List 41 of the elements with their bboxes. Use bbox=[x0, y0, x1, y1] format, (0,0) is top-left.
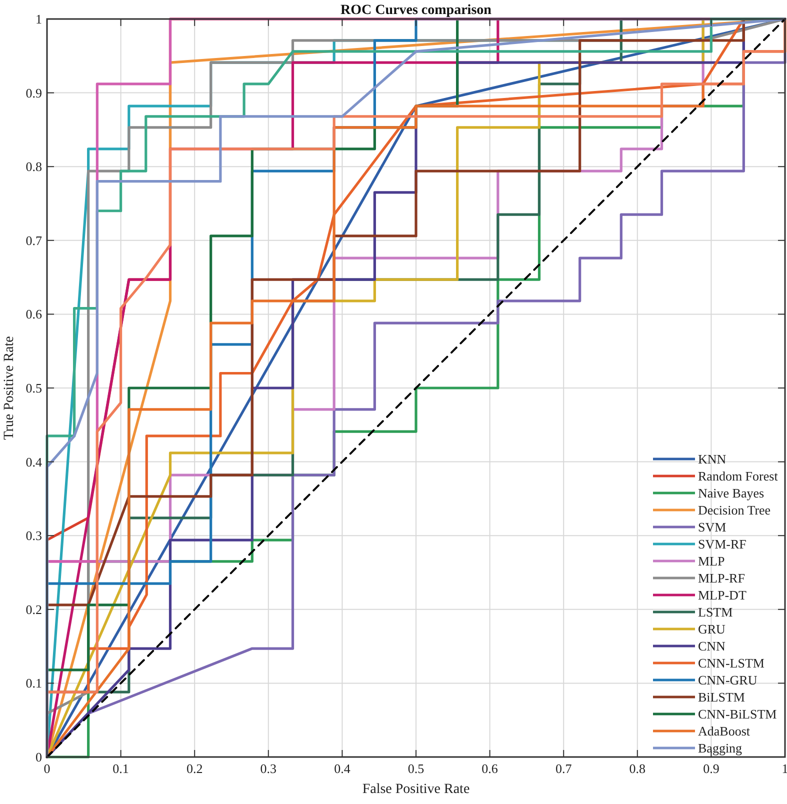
y-tick-label: 0.7 bbox=[26, 232, 42, 248]
y-tick-label: 0.9 bbox=[26, 85, 42, 100]
legend-label: Bagging bbox=[698, 740, 743, 756]
legend-label: LSTM bbox=[698, 604, 734, 620]
y-tick-label: 0.4 bbox=[26, 454, 42, 470]
x-tick-label: 0.2 bbox=[186, 761, 203, 776]
x-tick-label: 0.4 bbox=[334, 761, 351, 776]
y-tick-label: 0.1 bbox=[26, 676, 42, 691]
legend-label: CNN bbox=[698, 638, 726, 654]
x-tick-label: 0.1 bbox=[112, 761, 129, 776]
x-tick-label: 0.3 bbox=[260, 761, 277, 776]
legend-label: Naive Bayes bbox=[698, 486, 764, 500]
legend-label: MLP-DT bbox=[698, 588, 746, 602]
legend-label: MLP-RF bbox=[698, 570, 745, 586]
legend-label: Decision Tree bbox=[698, 502, 771, 518]
y-tick-label: 0.2 bbox=[26, 602, 42, 617]
legend-label: SVM-RF bbox=[698, 536, 746, 552]
y-tick-label: 0.6 bbox=[26, 306, 42, 322]
y-axis-title: True Positive Rate bbox=[2, 336, 17, 440]
x-tick-label: 0.5 bbox=[408, 761, 424, 776]
y-tick-label: 0.8 bbox=[26, 159, 42, 174]
legend-label: AdaBoost bbox=[698, 724, 750, 738]
legend-label: Random Forest bbox=[698, 468, 778, 484]
legend-label: CNN-GRU bbox=[698, 672, 758, 688]
y-tick-label: 1 bbox=[36, 12, 42, 26]
x-tick-label: 0.7 bbox=[555, 761, 572, 776]
legend-label: KNN bbox=[698, 452, 727, 466]
chart-title: ROC Curves comparison bbox=[340, 3, 492, 18]
x-tick-label: 0.6 bbox=[482, 761, 498, 776]
legend-label: MLP bbox=[698, 554, 725, 568]
y-tick-label: 0.5 bbox=[26, 380, 42, 396]
x-tick-label: 0.8 bbox=[629, 761, 646, 776]
x-axis-title: False Positive Rate bbox=[362, 782, 470, 797]
legend-label: BiLSTM bbox=[698, 690, 746, 704]
y-tick-label: 0 bbox=[36, 750, 42, 764]
x-tick-label: 0.9 bbox=[703, 761, 720, 776]
legend-label: CNN-BiLSTM bbox=[698, 706, 778, 722]
legend-label: CNN-LSTM bbox=[698, 656, 765, 670]
y-tick-label: 0.3 bbox=[26, 528, 42, 544]
legend-label: SVM bbox=[698, 520, 727, 534]
legend-label: GRU bbox=[698, 622, 726, 636]
